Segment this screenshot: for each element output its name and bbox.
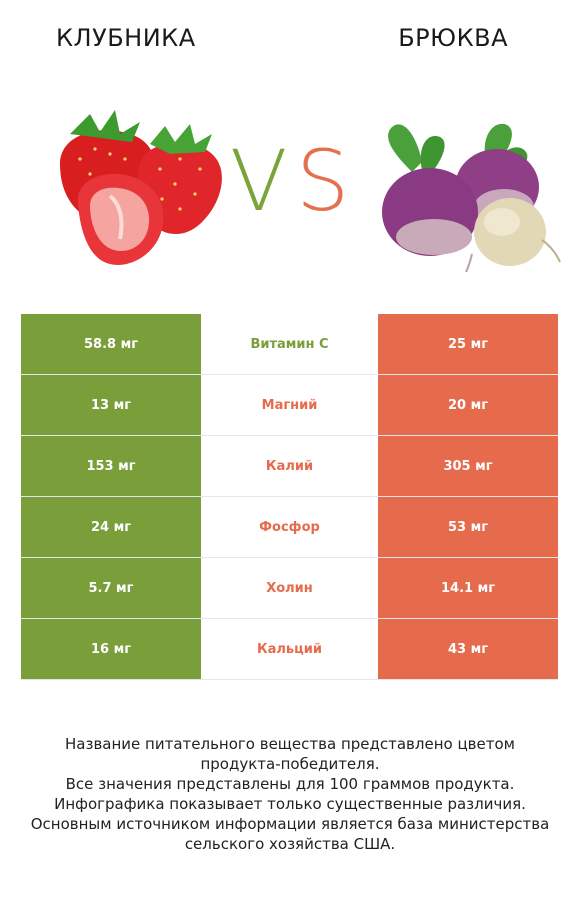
- left-value: 13 мг: [21, 375, 201, 435]
- right-value: 53 мг: [378, 497, 558, 557]
- left-value: 5.7 мг: [21, 558, 201, 618]
- footer-line: Основным источником информации является …: [30, 815, 550, 833]
- left-value: 153 мг: [21, 436, 201, 496]
- table-row: 16 мг Кальций 43 мг: [21, 619, 558, 680]
- table-row: 153 мг Калий 305 мг: [21, 436, 558, 497]
- table-row: 13 мг Магний 20 мг: [21, 375, 558, 436]
- nutrient-name: Холин: [201, 558, 378, 618]
- left-value: 58.8 мг: [21, 314, 201, 374]
- footer-line: продукта-победителя.: [200, 755, 380, 773]
- right-value: 14.1 мг: [378, 558, 558, 618]
- table-row: 24 мг Фосфор 53 мг: [21, 497, 558, 558]
- right-value: 305 мг: [378, 436, 558, 496]
- table-row: 5.7 мг Холин 14.1 мг: [21, 558, 558, 619]
- vs-letter-s: S: [296, 132, 350, 230]
- right-value: 20 мг: [378, 375, 558, 435]
- left-value: 24 мг: [21, 497, 201, 557]
- nutrient-name: Кальций: [201, 619, 378, 679]
- footer-line: сельского хозяйства США.: [184, 835, 396, 853]
- table-row: 58.8 мг Витамин C 25 мг: [21, 314, 558, 375]
- strawberry-image: [60, 110, 222, 265]
- nutrient-name: Фосфор: [201, 497, 378, 557]
- footer-line: Инфографика показывает только существенн…: [54, 795, 526, 813]
- nutrient-name: Магний: [201, 375, 378, 435]
- right-value: 43 мг: [378, 619, 558, 679]
- nutrient-name: Калий: [201, 436, 378, 496]
- rutabaga-image: [382, 123, 561, 272]
- left-value: 16 мг: [21, 619, 201, 679]
- footer-line: Название питательного вещества представл…: [65, 735, 515, 753]
- right-product-title: БРЮКВА: [398, 24, 508, 52]
- vs-letter-v: V: [230, 132, 288, 230]
- right-value: 25 мг: [378, 314, 558, 374]
- footer-line: Все значения представлены для 100 граммо…: [65, 775, 515, 793]
- nutrient-name: Витамин C: [201, 314, 378, 374]
- comparison-table: 58.8 мг Витамин C 25 мг 13 мг Магний 20 …: [21, 314, 558, 680]
- footer-notes: Название питательного вещества представл…: [20, 734, 560, 854]
- left-product-title: КЛУБНИКА: [56, 24, 196, 52]
